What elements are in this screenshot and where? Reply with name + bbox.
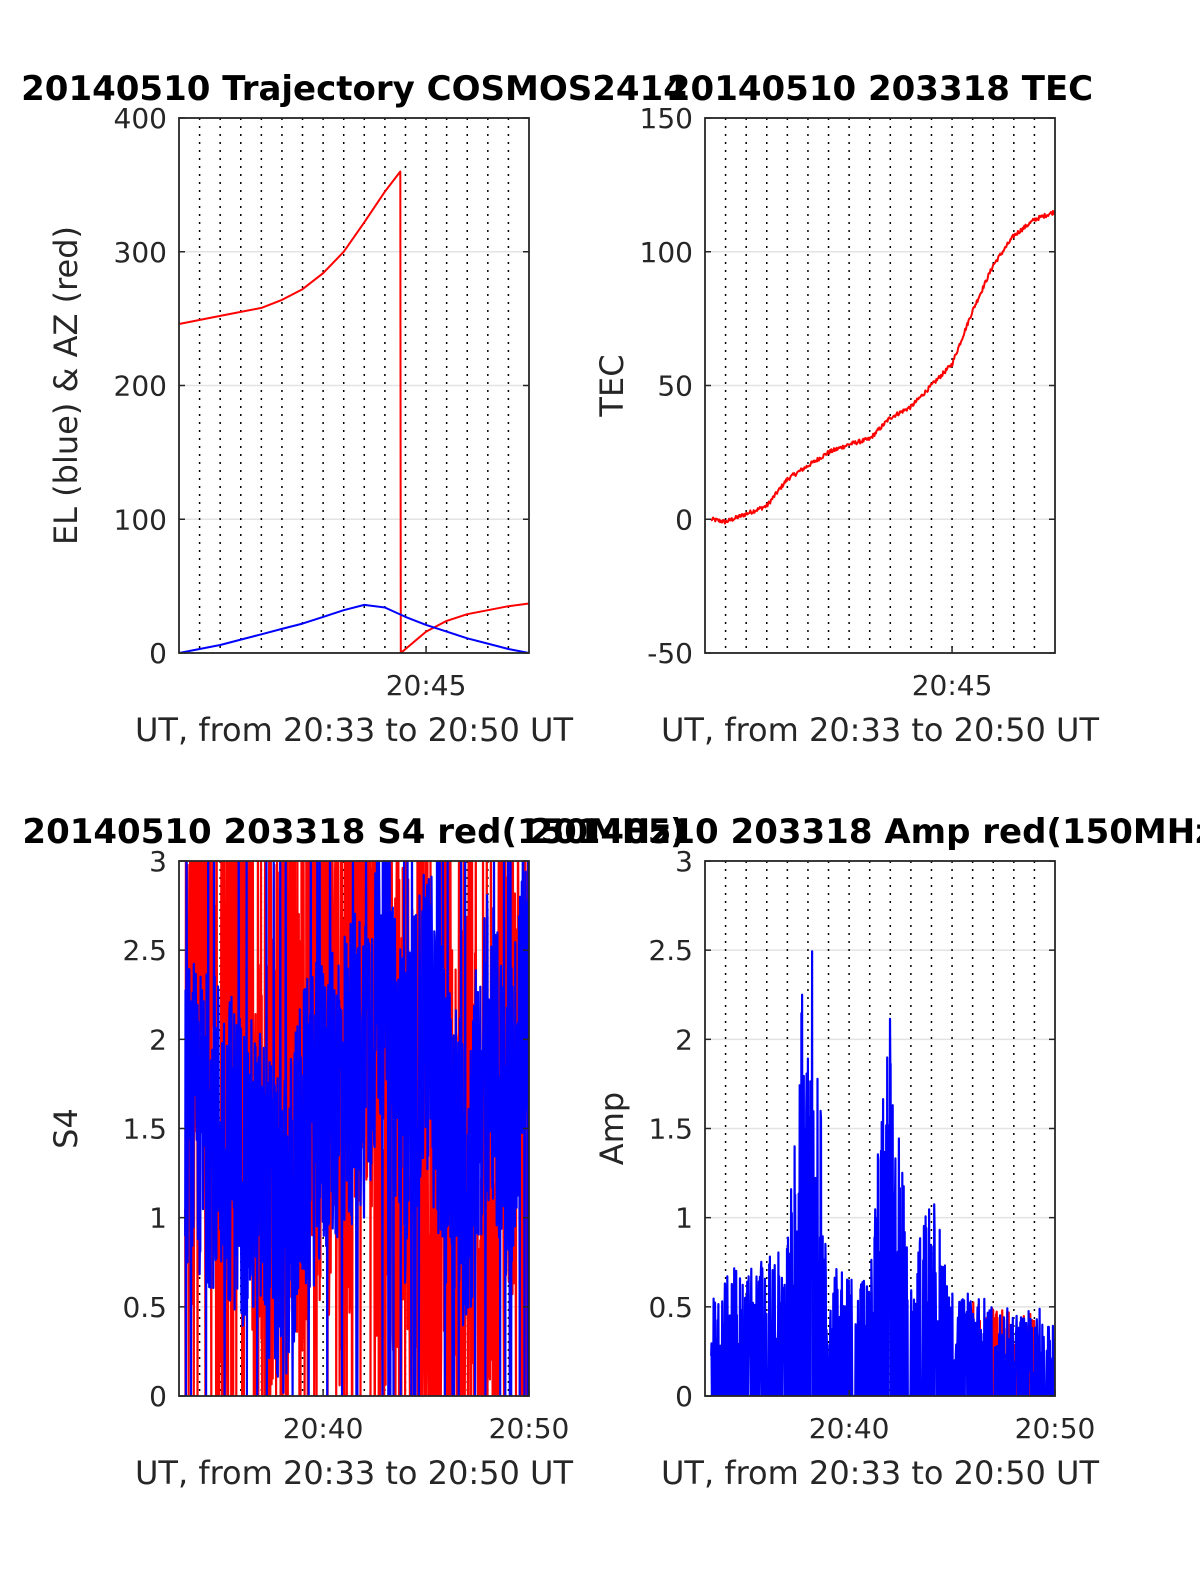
plot-area bbox=[710, 950, 1055, 1396]
panel-amp: 0 0.5 1 1.5 2 2.5 3 20:40 20:50 20140510 203318 A… bbox=[529, 812, 1200, 1492]
x-tick-label: 20:45 bbox=[386, 669, 467, 702]
x-axis-label: UT, from 20:33 to 20:50 UT bbox=[135, 1454, 573, 1492]
y-tick-label: 1 bbox=[675, 1202, 693, 1235]
x-axis-label: UT, from 20:33 to 20:50 UT bbox=[661, 711, 1099, 749]
series-line-red bbox=[184, 861, 529, 1396]
chart-title: 20140510 203318 S4 red(150MHz) bbox=[22, 812, 685, 852]
y-tick-label: 0 bbox=[149, 637, 167, 670]
y-tick-label: 3 bbox=[675, 845, 693, 878]
y-tick-label: 0.5 bbox=[648, 1291, 693, 1324]
y-tick-label: 300 bbox=[114, 236, 167, 269]
x-axis-label: UT, from 20:33 to 20:50 UT bbox=[661, 1454, 1099, 1492]
series-line-AZ bbox=[179, 170, 529, 653]
chart-title: 20140510 203318 Amp red(150MHz) bbox=[529, 812, 1200, 852]
y-tick-label: 50 bbox=[657, 370, 693, 403]
y-tick-label: 0 bbox=[675, 503, 693, 536]
series-line-blue bbox=[184, 861, 529, 1396]
y-tick-label: 0 bbox=[675, 1380, 693, 1413]
y-axis-label: S4 bbox=[47, 1108, 85, 1149]
y-tick-label: 1 bbox=[149, 1202, 167, 1235]
y-tick-label: 0.5 bbox=[122, 1291, 167, 1324]
y-tick-label: 1.5 bbox=[122, 1113, 167, 1146]
y-tick-label: 2.5 bbox=[122, 934, 167, 967]
y-tick-label: 3 bbox=[149, 845, 167, 878]
plot-area bbox=[710, 210, 1055, 525]
x-tick-label: 20:40 bbox=[283, 1412, 364, 1445]
series-line-EL bbox=[179, 603, 529, 653]
y-tick-label: 2 bbox=[675, 1023, 693, 1056]
x-tick-label: 20:45 bbox=[912, 669, 993, 702]
chart-title: 20140510 Trajectory COSMOS2414 bbox=[21, 69, 687, 109]
y-axis-label: Amp bbox=[593, 1092, 631, 1165]
chart-title: 20140510 203318 TEC bbox=[667, 69, 1093, 109]
x-tick-label: 20:50 bbox=[489, 1412, 570, 1445]
y-tick-label: 0 bbox=[149, 1380, 167, 1413]
y-tick-label: 2.5 bbox=[648, 934, 693, 967]
panel-s4: 0 0.5 1 1.5 2 2.5 3 20:40 20:50 20140510 203318 S… bbox=[22, 812, 685, 1492]
y-tick-label: -50 bbox=[647, 637, 693, 670]
y-tick-label: 150 bbox=[640, 102, 693, 135]
plot-area bbox=[184, 861, 529, 1396]
y-tick-label: 2 bbox=[149, 1023, 167, 1056]
y-axis-label: TEC bbox=[593, 354, 631, 417]
series-line-blue bbox=[710, 950, 1055, 1396]
x-axis-label: UT, from 20:33 to 20:50 UT bbox=[135, 711, 573, 749]
x-tick-label: 20:40 bbox=[809, 1412, 890, 1445]
panel-trajectory: 0 100 200 300 400 20:45 20140510 Trajectory CO… bbox=[21, 69, 687, 749]
y-tick-label: 1.5 bbox=[648, 1113, 693, 1146]
y-tick-label: 100 bbox=[114, 503, 167, 536]
y-axis-label: EL (blue) & AZ (red) bbox=[47, 226, 85, 545]
plot-area bbox=[179, 170, 529, 653]
y-tick-label: 200 bbox=[114, 370, 167, 403]
panel-tec: -50 0 50 100 150 20:45 20140510 203318 TEC UT, … bbox=[593, 69, 1099, 749]
y-tick-label: 400 bbox=[114, 102, 167, 135]
x-tick-label: 20:50 bbox=[1015, 1412, 1096, 1445]
series-line-TEC bbox=[710, 210, 1055, 525]
y-tick-label: 100 bbox=[640, 236, 693, 269]
